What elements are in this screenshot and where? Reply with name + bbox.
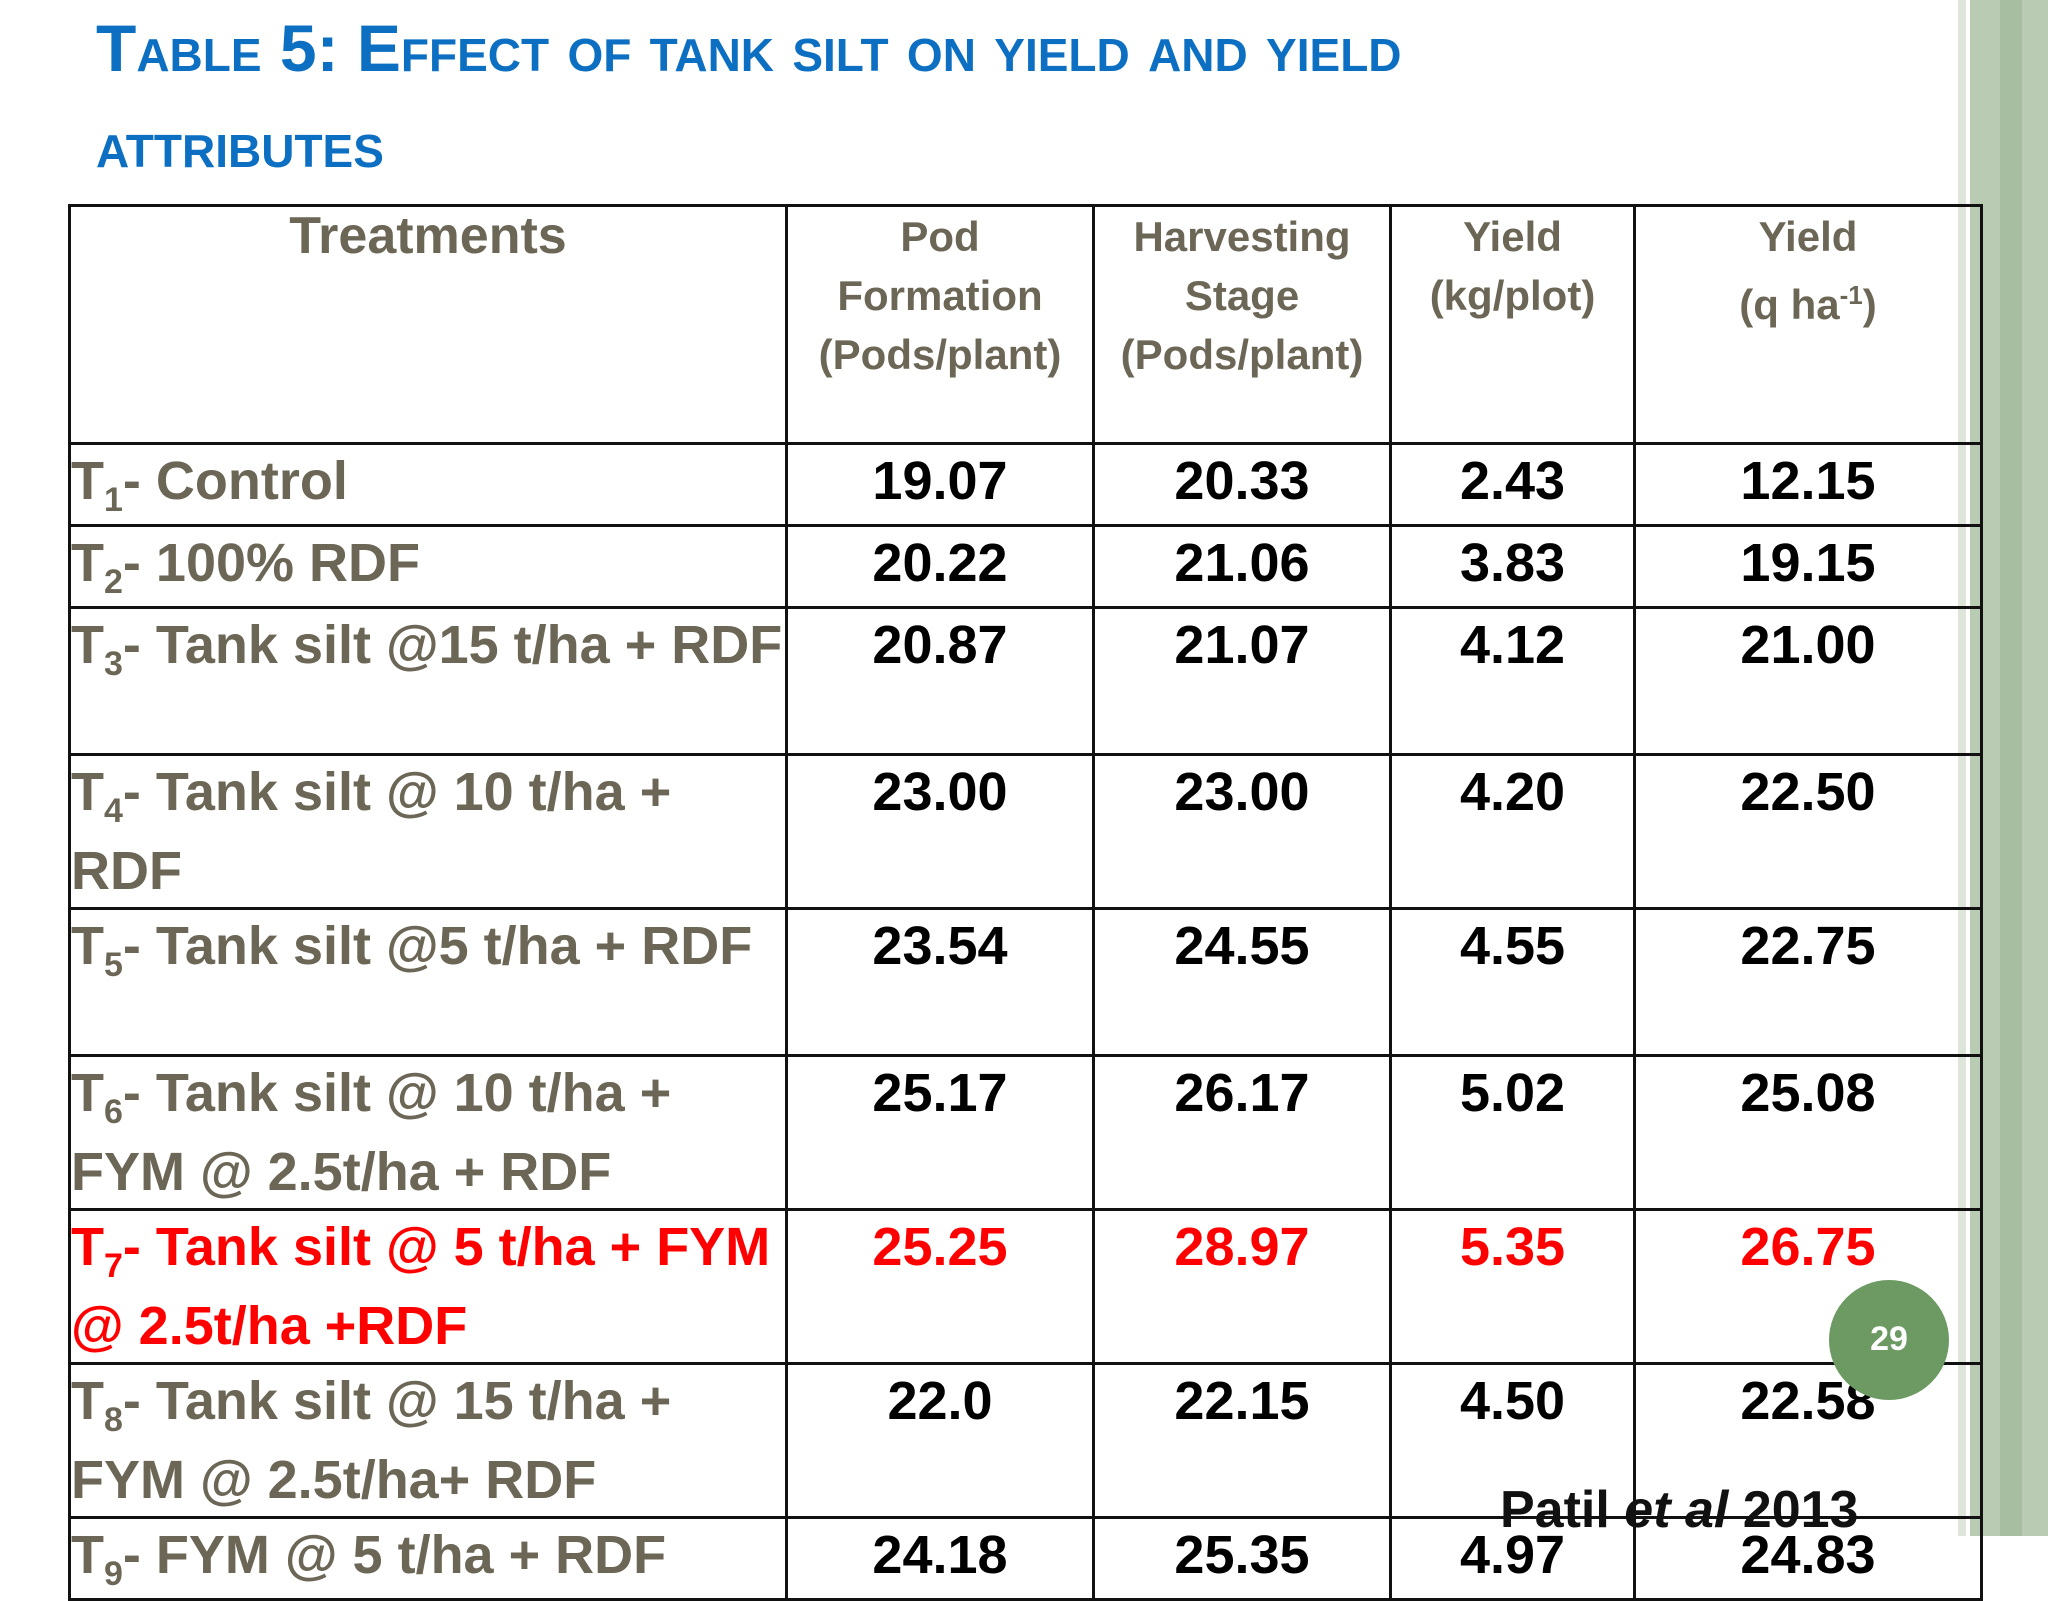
pod-formation-value: 23.54	[785, 907, 1095, 1057]
treatment-cell: T6- Tank silt @ 10 t/ha + FYM @ 2.5t/ha …	[68, 1054, 788, 1211]
header-yield-plot: Yield (kg/plot)	[1389, 204, 1636, 445]
table-row: T5- Tank silt @5 t/ha + RDF 23.54 24.55 …	[68, 907, 1983, 1057]
harvesting-stage-value: 21.06	[1092, 524, 1392, 609]
header-row: Treatments Pod Formation (Pods/plant) Ha…	[68, 204, 1983, 445]
citation: Patil et al 2013	[1500, 1481, 1859, 1539]
treatment-cell: T5- Tank silt @5 t/ha + RDF	[68, 907, 788, 1057]
results-table: Treatments Pod Formation (Pods/plant) Ha…	[68, 204, 1983, 1601]
treatment-cell: T7- Tank silt @ 5 t/ha + FYM @ 2.5t/ha +…	[68, 1208, 788, 1365]
table-row-highlighted: T7- Tank silt @ 5 t/ha + FYM @ 2.5t/ha +…	[68, 1208, 1983, 1365]
treatment-cell: T3- Tank silt @15 t/ha + RDF	[68, 606, 788, 756]
yield-plot-value: 2.43	[1389, 442, 1636, 527]
yield-plot-value: 4.20	[1389, 753, 1636, 910]
yield-ha-value: 12.15	[1633, 442, 1983, 527]
yield-ha-value: 22.50	[1633, 753, 1983, 910]
treatment-cell: T1- Control	[68, 442, 788, 527]
yield-ha-value: 21.00	[1633, 606, 1983, 756]
yield-plot-value: 4.55	[1389, 907, 1636, 1057]
pod-formation-value: 25.17	[785, 1054, 1095, 1211]
harvesting-stage-value: 26.17	[1092, 1054, 1392, 1211]
pod-formation-value: 22.0	[785, 1362, 1095, 1519]
harvesting-stage-value: 28.97	[1092, 1208, 1392, 1365]
treatment-cell: T4- Tank silt @ 10 t/ha + RDF	[68, 753, 788, 910]
harvesting-stage-value: 22.15	[1092, 1362, 1392, 1519]
header-pod-formation: Pod Formation (Pods/plant)	[785, 204, 1095, 445]
yield-ha-value: 25.08	[1633, 1054, 1983, 1211]
yield-plot-value: 5.02	[1389, 1054, 1636, 1211]
slide-title: Table 5: Effect of tank silt on yield an…	[96, 11, 1402, 181]
treatment-cell: T8- Tank silt @ 15 t/ha + FYM @ 2.5t/ha+…	[68, 1362, 788, 1519]
harvesting-stage-value: 20.33	[1092, 442, 1392, 527]
table-row: T3- Tank silt @15 t/ha + RDF 20.87 21.07…	[68, 606, 1983, 756]
yield-ha-value: 22.75	[1633, 907, 1983, 1057]
pod-formation-value: 19.07	[785, 442, 1095, 527]
pod-formation-value: 25.25	[785, 1208, 1095, 1365]
harvesting-stage-value: 23.00	[1092, 753, 1392, 910]
yield-plot-value: 4.50	[1389, 1362, 1636, 1519]
yield-plot-value: 3.83	[1389, 524, 1636, 609]
yield-plot-value: 4.12	[1389, 606, 1636, 756]
harvesting-stage-value: 24.55	[1092, 907, 1392, 1057]
page-number-badge: 29	[1829, 1280, 1949, 1400]
table-row: T6- Tank silt @ 10 t/ha + FYM @ 2.5t/ha …	[68, 1054, 1983, 1211]
yield-ha-value: 26.75	[1633, 1208, 1983, 1365]
treatment-cell: T2- 100% RDF	[68, 524, 788, 609]
header-treatments: Treatments	[68, 204, 788, 445]
yield-plot-value: 5.35	[1389, 1208, 1636, 1365]
table-row: T1- Control 19.07 20.33 2.43 12.15	[68, 442, 1983, 527]
treatment-cell: T9- FYM @ 5 t/ha + RDF	[68, 1516, 788, 1601]
table-row: T8- Tank silt @ 15 t/ha + FYM @ 2.5t/ha+…	[68, 1362, 1983, 1519]
pod-formation-value: 20.22	[785, 524, 1095, 609]
pod-formation-value: 20.87	[785, 606, 1095, 756]
harvesting-stage-value: 21.07	[1092, 606, 1392, 756]
header-harvesting-stage: Harvesting Stage (Pods/plant)	[1092, 204, 1392, 445]
header-yield-ha: Yield (q ha-1)	[1633, 204, 1983, 445]
pod-formation-value: 24.18	[785, 1516, 1095, 1601]
slide-edge-dark	[2000, 0, 2022, 1536]
harvesting-stage-value: 25.35	[1092, 1516, 1392, 1601]
pod-formation-value: 23.00	[785, 753, 1095, 910]
table-row: T4- Tank silt @ 10 t/ha + RDF 23.00 23.0…	[68, 753, 1983, 910]
table-row: T2- 100% RDF 20.22 21.06 3.83 19.15	[68, 524, 1983, 609]
yield-ha-value: 19.15	[1633, 524, 1983, 609]
